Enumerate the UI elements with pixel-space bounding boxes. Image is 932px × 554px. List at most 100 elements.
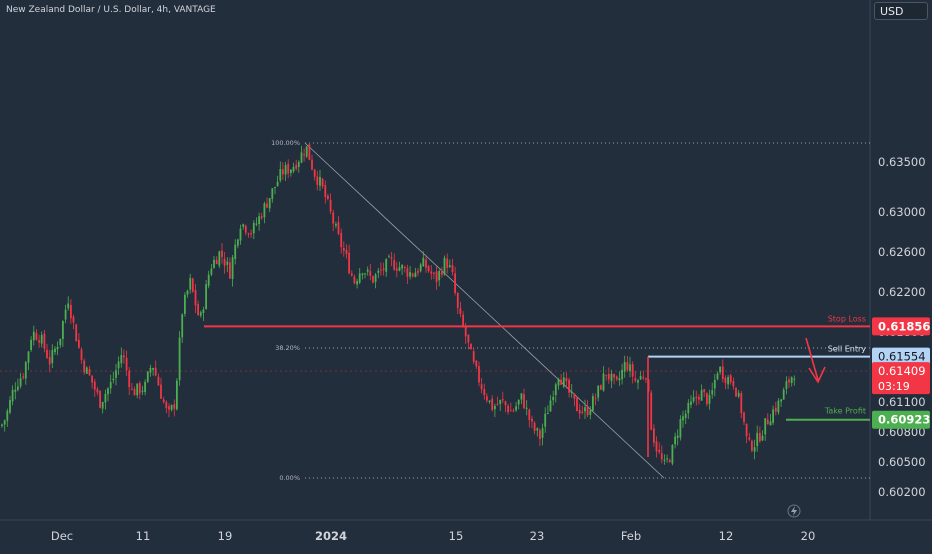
candle-body [610, 373, 613, 382]
candle-body [539, 430, 541, 439]
candle-body [759, 432, 761, 442]
candle-body [422, 257, 425, 267]
candle-body [252, 223, 255, 234]
candle-body [764, 418, 767, 435]
candle-body [753, 447, 756, 452]
candle-body [793, 378, 796, 380]
candle-body [621, 369, 623, 380]
candle-body [9, 400, 11, 413]
down-arrow-icon [805, 337, 819, 381]
currency-button[interactable]: USD [874, 2, 928, 20]
candle-body [488, 400, 491, 402]
x-tick-label: Dec [51, 529, 73, 543]
chart-title: New Zealand Dollar / U.S. Dollar, 4h, VA… [6, 5, 216, 15]
candle-body [570, 391, 573, 393]
candle-body [11, 389, 14, 402]
candle-body [769, 421, 772, 426]
candle-body [536, 428, 539, 431]
fib-38-label: 38.20% [275, 344, 300, 352]
candle-body [700, 390, 703, 401]
candle-body [101, 401, 104, 409]
candle-body [372, 276, 374, 283]
candle-body [231, 257, 234, 279]
candle-body [679, 419, 682, 438]
candle-body [435, 271, 438, 282]
x-tick-label: Feb [621, 529, 641, 543]
down-arrow-head-icon [808, 366, 826, 384]
candle-body [131, 388, 133, 390]
candle-body [191, 278, 194, 292]
candle-body [388, 256, 390, 258]
candle-body [316, 176, 319, 185]
candle-body [290, 169, 292, 173]
y-tick-label: 0.63000 [878, 205, 926, 219]
candle-body [403, 267, 406, 268]
candle-body [205, 284, 207, 310]
candle-body [692, 397, 695, 402]
candle-body [684, 413, 687, 418]
candle-body [337, 222, 340, 234]
candle-body [59, 338, 62, 346]
candle-body [32, 331, 35, 341]
candle-body [99, 390, 101, 408]
candle-body [78, 339, 80, 348]
candle-body [597, 385, 600, 398]
take-profit-label: Take Profit [824, 407, 866, 416]
x-tick-label: 15 [449, 529, 464, 543]
candle-body [615, 376, 618, 380]
candle-body [475, 360, 478, 367]
candle-body [425, 259, 427, 268]
candle-body [578, 410, 581, 414]
candle-body [494, 405, 496, 410]
candle-body [719, 366, 721, 373]
candle-body [348, 252, 350, 274]
candle-body [520, 393, 523, 400]
candle-body [676, 435, 679, 438]
candle-body [282, 169, 284, 175]
candle-body [708, 394, 711, 404]
candle-body [374, 274, 377, 282]
candle-body [173, 404, 176, 409]
candle-body [70, 304, 72, 319]
candle-body [279, 169, 282, 181]
candle-body [732, 381, 735, 387]
candle-body [698, 397, 700, 400]
sell-entry-price: 0.61554 [878, 350, 926, 364]
candle-body [54, 348, 56, 352]
stop-loss-label: Stop Loss [828, 314, 866, 323]
candle-body [247, 233, 250, 235]
candle-body [242, 224, 245, 227]
candle-body [149, 367, 152, 373]
candle-body [711, 390, 714, 395]
candle-body [83, 360, 86, 373]
candle-body [250, 233, 252, 235]
lightning-icon[interactable] [787, 504, 801, 518]
candle-body [547, 413, 549, 415]
x-axis-ticks: Dec 11 19 2024 15 23 Feb 12 20 [51, 529, 815, 543]
candle-body [123, 355, 125, 358]
candle-body [401, 265, 403, 269]
candle-body [745, 423, 748, 437]
candle-body [324, 185, 327, 198]
candle-body [274, 186, 276, 189]
candle-body [297, 162, 300, 167]
x-tick-label: 11 [136, 529, 151, 543]
candle-body [356, 281, 358, 285]
candle-body [790, 377, 793, 383]
candle-body [239, 228, 242, 241]
candle-body [525, 407, 528, 409]
candle-body [462, 314, 464, 327]
candle-body [287, 163, 290, 174]
candle-body [393, 259, 396, 270]
candles-group [1, 144, 796, 466]
candle-body [202, 309, 205, 313]
candle-body [46, 349, 48, 358]
candle-body [600, 385, 602, 390]
candle-body [85, 367, 88, 374]
candle-body [788, 379, 790, 383]
candle-body [358, 273, 361, 283]
candle-body [637, 380, 639, 383]
candle-body [528, 409, 531, 420]
candle-body [197, 304, 199, 316]
